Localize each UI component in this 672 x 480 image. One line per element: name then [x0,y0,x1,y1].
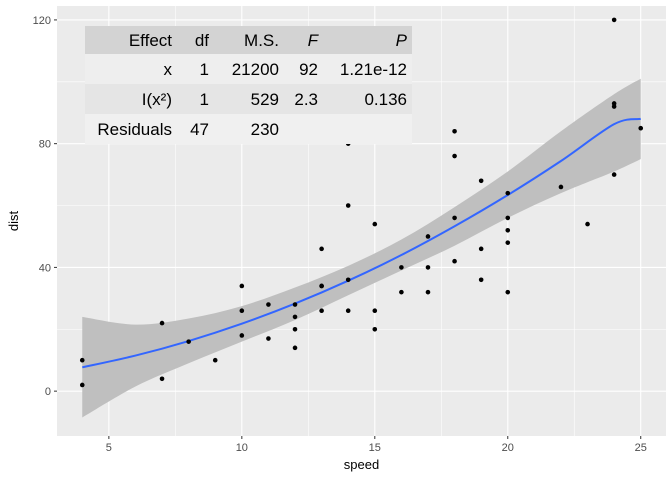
table-row-bg [85,84,412,114]
data-point [399,289,404,295]
data-point [478,178,484,184]
data-point [159,320,165,326]
data-point [292,345,298,351]
data-point [452,153,457,159]
data-point [345,203,351,208]
data-point [319,308,324,314]
y-tick-label: 120 [33,15,51,27]
y-tick-label: 80 [39,139,51,151]
data-points [79,17,644,388]
data-point [638,125,644,131]
confidence-ribbon [82,78,641,418]
data-point [266,336,271,341]
y-tick-label: 0 [45,386,51,398]
data-point [505,227,511,233]
data-point [345,308,351,314]
table-cell: 1 [200,60,209,79]
data-point [505,240,511,245]
smooth-line-group [82,117,641,369]
anova-table: Effect df M.S. F Px 1 21200 92 1.21e-12 I(x²) 1 529… [85,26,412,144]
data-point [478,246,484,252]
table-cell: 21200 [232,60,279,79]
data-point [505,289,511,295]
data-point [425,289,431,295]
data-point [372,308,378,314]
data-point [478,277,484,283]
data-point [558,184,564,190]
table-header-cell: F [308,31,320,50]
x-tick-label: 15 [369,442,381,454]
table-cell: 529 [251,90,279,109]
table-cell: x [164,60,173,79]
data-point [611,101,617,106]
data-point [292,302,298,307]
x-tick-label: 10 [236,442,248,454]
x-axis-title: speed [344,457,379,472]
y-tick-label: 40 [39,262,51,274]
data-point [266,302,271,307]
data-point [292,326,298,332]
table-header-cell: Effect [129,31,172,50]
table-cell: Residuals [97,120,172,139]
data-point [239,283,245,289]
data-point [239,308,245,314]
data-point [79,382,85,388]
data-point [399,265,404,270]
x-tick-label: 25 [635,442,647,454]
table-header-cell: df [195,31,209,50]
table-cell: 47 [190,120,209,139]
table-cell: 1.21e-12 [340,60,407,79]
data-point [239,333,245,338]
data-point [611,17,617,23]
data-point [372,221,378,227]
data-point [452,128,457,134]
data-point [505,190,511,196]
data-point [452,258,457,264]
table-cell: I(x²) [142,90,172,109]
x-tick-label: 5 [106,442,112,454]
data-point [425,234,431,239]
table-header-cell: M.S. [244,31,279,50]
data-point [319,246,324,252]
table-header-bg [85,26,412,54]
y-axis: 0 40 80 120 [33,15,57,398]
data-point [159,376,165,382]
data-point [505,215,511,221]
data-point [212,357,218,363]
y-axis-title: dist [6,210,21,231]
data-point [79,357,85,363]
smooth-line [82,117,641,369]
x-axis: 5 10 15 20 25 [106,436,647,454]
table-cell: 2.3 [294,90,318,109]
data-point [186,339,191,344]
data-point [292,314,298,320]
table-row-bg [85,114,412,144]
data-point [319,283,324,289]
data-point [372,326,378,332]
x-tick-label: 20 [502,442,514,454]
confidence-ribbon-group [82,78,641,418]
data-point [425,265,431,270]
table-row-bg [85,54,412,84]
table-cell: 0.136 [364,90,407,109]
data-point [611,172,617,177]
data-point [345,277,351,283]
table-cell: 92 [299,60,318,79]
data-point [585,221,590,227]
table-cell: 230 [251,120,279,139]
table-header-cell: P [396,31,408,50]
table-cell: 1 [200,90,209,109]
data-point [452,215,457,221]
